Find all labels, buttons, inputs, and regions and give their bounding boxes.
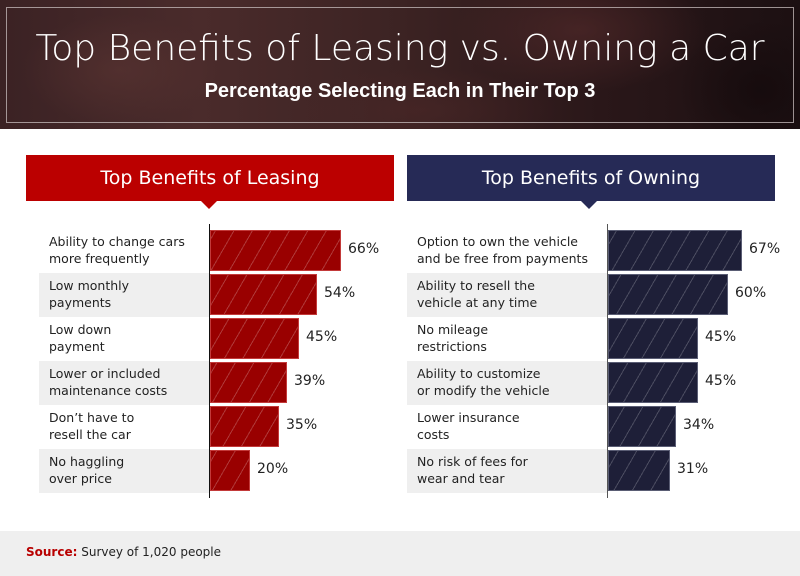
row-label-line: Low down [49, 322, 112, 337]
bar [608, 362, 698, 403]
chart-row: Option to own the vehicle and be free fr… [407, 229, 780, 273]
row-label: No mileage restrictions [407, 317, 607, 361]
leasing-header: Top Benefits of Leasing [26, 155, 394, 209]
row-label-line: No haggling [49, 454, 125, 469]
bar [210, 362, 287, 403]
bar [608, 274, 728, 315]
bar-value: 67% [749, 241, 781, 257]
row-label-line: resell the car [49, 427, 131, 442]
bar [608, 230, 742, 271]
bar [210, 406, 279, 447]
owning-panel: Top Benefits of Owning Option to own the… [407, 155, 780, 498]
bar-value: 45% [306, 329, 338, 345]
bar-value: 34% [683, 417, 715, 433]
bar-value: 20% [257, 461, 289, 477]
banner: Top Benefits of Leasing vs. Owning a Car… [0, 0, 800, 129]
chart-row: Lower or included maintenance costs 39% [39, 361, 394, 405]
chart-row: Ability to change cars more frequently 6… [39, 229, 394, 273]
row-label-line: Ability to resell the [417, 278, 535, 293]
row-label: No haggling over price [39, 449, 209, 493]
chart-row: Don’t have to resell the car 35% [39, 405, 394, 449]
row-label-line: Low monthly [49, 278, 130, 293]
pointer-arrow-icon [581, 201, 597, 209]
bar [210, 450, 250, 491]
source-note: Source: Survey of 1,020 people [26, 545, 221, 559]
row-label-line: and be free from payments [417, 251, 588, 266]
chart-row: No haggling over price 20% [39, 449, 394, 493]
bar [608, 318, 698, 359]
row-label-line: wear and tear [417, 471, 505, 486]
row-label-line: No risk of fees for [417, 454, 528, 469]
owning-axis-line [607, 224, 608, 498]
footer: Source: Survey of 1,020 people [0, 531, 800, 576]
bar-value: 66% [348, 241, 380, 257]
chart-row: Low monthly payments 54% [39, 273, 394, 317]
bar [210, 318, 299, 359]
bar-value: 39% [294, 373, 326, 389]
chart-row: No mileage restrictions 45% [407, 317, 762, 361]
row-label: Ability to customize or modify the vehic… [407, 361, 607, 405]
leasing-panel: Top Benefits of Leasing Ability to chang… [26, 155, 394, 498]
row-label-line: Ability to customize [417, 366, 541, 381]
row-label-line: payment [49, 339, 105, 354]
leasing-axis-line [209, 224, 210, 498]
owning-header-label: Top Benefits of Owning [481, 167, 701, 189]
pointer-arrow-icon [201, 201, 217, 209]
chart-row: Ability to customize or modify the vehic… [407, 361, 762, 405]
leasing-rows: Ability to change cars more frequently 6… [39, 229, 394, 493]
row-label-line: more frequently [49, 251, 150, 266]
row-label: No risk of fees for wear and tear [407, 449, 607, 493]
row-label: Ability to resell the vehicle at any tim… [407, 273, 607, 317]
banner-frame [6, 7, 794, 123]
chart-row: No risk of fees for wear and tear 31% [407, 449, 762, 493]
row-label-line: vehicle at any time [417, 295, 538, 310]
owning-rows: Option to own the vehicle and be free fr… [407, 229, 780, 493]
row-label-line: costs [417, 427, 450, 442]
row-label-line: or modify the vehicle [417, 383, 550, 398]
page-title: Top Benefits of Leasing vs. Owning a Car [35, 28, 765, 69]
bar-value: 35% [286, 417, 318, 433]
row-label: Lower or included maintenance costs [39, 361, 209, 405]
bar-value: 54% [324, 285, 356, 301]
row-label: Lower insurance costs [407, 405, 607, 449]
bar-value: 45% [705, 373, 737, 389]
row-label-line: Option to own the vehicle [417, 234, 578, 249]
owning-header: Top Benefits of Owning [407, 155, 775, 209]
row-label-line: payments [49, 295, 112, 310]
row-label: Don’t have to resell the car [39, 405, 209, 449]
chart-row: Lower insurance costs 34% [407, 405, 762, 449]
row-label-line: No mileage [417, 322, 489, 337]
chart-row: Ability to resell the vehicle at any tim… [407, 273, 766, 317]
source-label: Source: [26, 545, 78, 559]
leasing-header-label: Top Benefits of Leasing [100, 167, 320, 189]
row-label: Low monthly payments [39, 273, 209, 317]
bar-value: 60% [735, 285, 767, 301]
row-label-line: over price [49, 471, 112, 486]
bar [608, 450, 670, 491]
row-label-line: Lower or included [49, 366, 161, 381]
row-label-line: Lower insurance [417, 410, 520, 425]
row-label-line: restrictions [417, 339, 487, 354]
source-text: Survey of 1,020 people [77, 545, 222, 559]
row-label-line: Don’t have to [49, 410, 135, 425]
bar-value: 45% [705, 329, 737, 345]
bar-value: 31% [677, 461, 709, 477]
row-label: Low down payment [39, 317, 209, 361]
row-label-line: Ability to change cars [49, 234, 185, 249]
bar [210, 274, 317, 315]
row-label-line: maintenance costs [49, 383, 168, 398]
bar [608, 406, 676, 447]
page-subtitle: Percentage Selecting Each in Their Top 3 [204, 80, 596, 102]
bar [210, 230, 341, 271]
chart-row: Low down payment 45% [39, 317, 394, 361]
row-label: Option to own the vehicle and be free fr… [407, 229, 607, 273]
row-label: Ability to change cars more frequently [39, 229, 209, 273]
